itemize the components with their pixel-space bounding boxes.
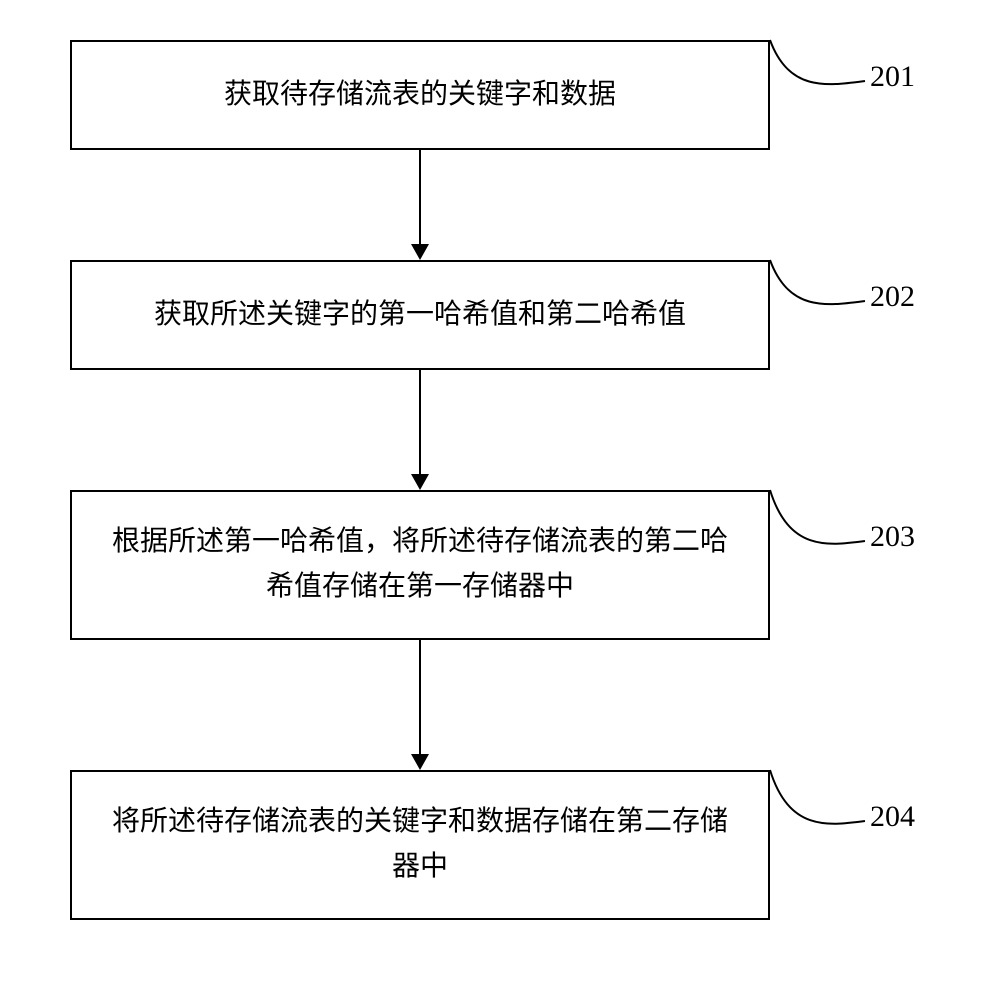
flow-arrow-head — [411, 244, 429, 260]
label-connector — [765, 485, 880, 576]
flow-step-4: 将所述待存储流表的关键字和数据存储在第二存储器中 — [70, 770, 770, 920]
flow-step-text: 获取所述关键字的第一哈希值和第二哈希值 — [154, 293, 686, 338]
flow-step-2: 获取所述关键字的第一哈希值和第二哈希值 — [70, 260, 770, 370]
flow-arrow-head — [411, 754, 429, 770]
step-label-204: 204 — [870, 800, 915, 834]
label-connector — [765, 35, 880, 116]
label-connector — [765, 255, 880, 336]
flow-step-text: 将所述待存储流表的关键字和数据存储在第二存储器中 — [100, 800, 740, 890]
flow-step-text: 获取待存储流表的关键字和数据 — [224, 73, 616, 118]
flow-step-1: 获取待存储流表的关键字和数据 — [70, 40, 770, 150]
flow-arrow-line — [419, 640, 421, 754]
step-label-201: 201 — [870, 60, 915, 94]
flow-arrow-line — [419, 150, 421, 244]
flow-step-3: 根据所述第一哈希值，将所述待存储流表的第二哈希值存储在第一存储器中 — [70, 490, 770, 640]
label-connector — [765, 765, 880, 856]
flow-arrow-line — [419, 370, 421, 474]
step-label-202: 202 — [870, 280, 915, 314]
flow-step-text: 根据所述第一哈希值，将所述待存储流表的第二哈希值存储在第一存储器中 — [100, 520, 740, 610]
flow-arrow-head — [411, 474, 429, 490]
step-label-203: 203 — [870, 520, 915, 554]
